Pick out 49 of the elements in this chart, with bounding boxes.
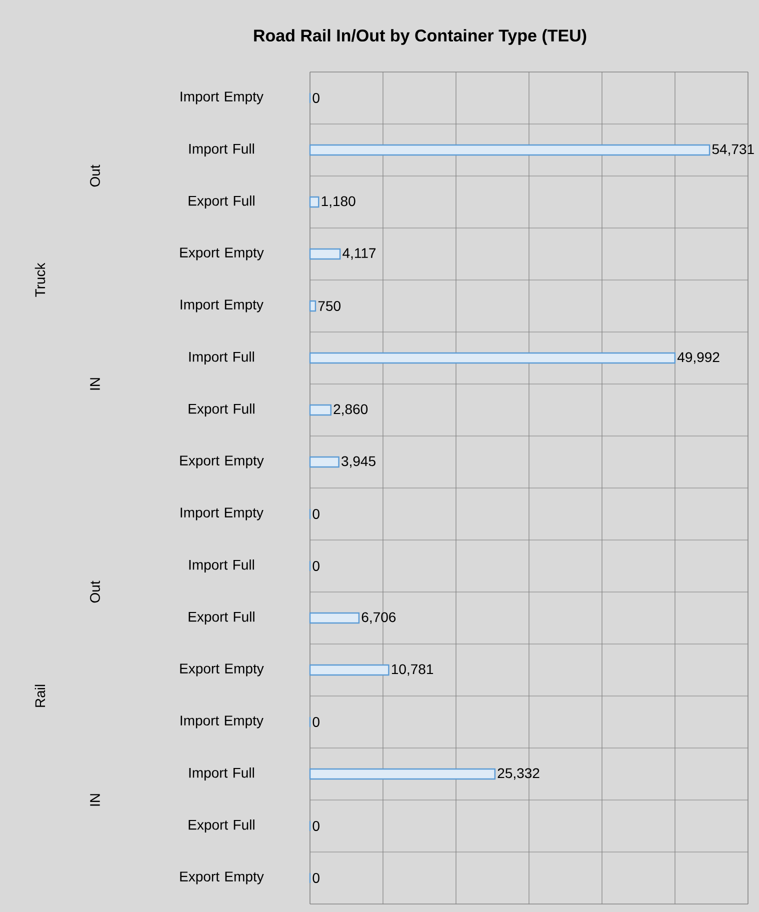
- bar: [309, 768, 496, 780]
- y-tick-label: Import Full: [189, 559, 254, 573]
- data-label: 0: [312, 509, 320, 519]
- data-label: 54,731: [712, 144, 754, 156]
- data-label: 6,706: [362, 612, 396, 624]
- y-tick-label: Import Full: [189, 351, 254, 365]
- data-label: 25,332: [498, 768, 540, 780]
- data-label: 3,945: [342, 456, 376, 468]
- y-tick-label: Export Full: [188, 611, 254, 625]
- y-tick-label: Export Full: [188, 403, 254, 417]
- text: Out: [90, 580, 100, 603]
- data-label: 750: [318, 301, 340, 311]
- bar: [309, 144, 710, 156]
- data-label: 0: [312, 93, 320, 103]
- bar: [309, 404, 332, 416]
- bar: [309, 300, 316, 312]
- text: Truck: [34, 262, 46, 297]
- data-label: 49,992: [677, 352, 720, 364]
- bar: [309, 352, 676, 364]
- y-tick-label: Export Empty: [180, 456, 264, 468]
- text: IN: [90, 794, 100, 806]
- y-tick-label: Export Full: [188, 819, 254, 833]
- data-label: 1,180: [322, 196, 356, 208]
- y-tick-label: Import Empty: [180, 716, 264, 728]
- data-label: 10,781: [392, 664, 434, 676]
- data-label: 0: [312, 561, 320, 571]
- bar: [309, 456, 340, 468]
- bar: [309, 612, 360, 624]
- y-tick-label: Export Empty: [180, 248, 264, 260]
- y-tick-label: Import Full: [189, 143, 254, 157]
- y-tick-label: Import Empty: [180, 300, 264, 312]
- y-tick-label: Import Empty: [180, 508, 264, 520]
- text: IN: [90, 378, 100, 390]
- y-tick-label: Import Empty: [180, 92, 264, 104]
- y-tick-label: Export Empty: [180, 664, 264, 676]
- data-label: 0: [312, 873, 320, 883]
- data-label: 4,117: [342, 248, 376, 260]
- bar: [309, 248, 341, 260]
- bar: [309, 664, 390, 676]
- data-label: 2,860: [334, 404, 368, 416]
- y-tick-label: Export Empty: [180, 872, 264, 884]
- y-tick-label: Export Full: [188, 195, 254, 209]
- text: Out: [90, 164, 100, 187]
- data-label: 0: [312, 821, 320, 831]
- chart-title: Road Rail In/Out by Container Type (TEU): [254, 29, 586, 45]
- bar: [309, 196, 320, 208]
- data-label: 0: [312, 717, 320, 727]
- y-tick-label: Import Full: [189, 767, 254, 781]
- text: Rail: [34, 684, 46, 707]
